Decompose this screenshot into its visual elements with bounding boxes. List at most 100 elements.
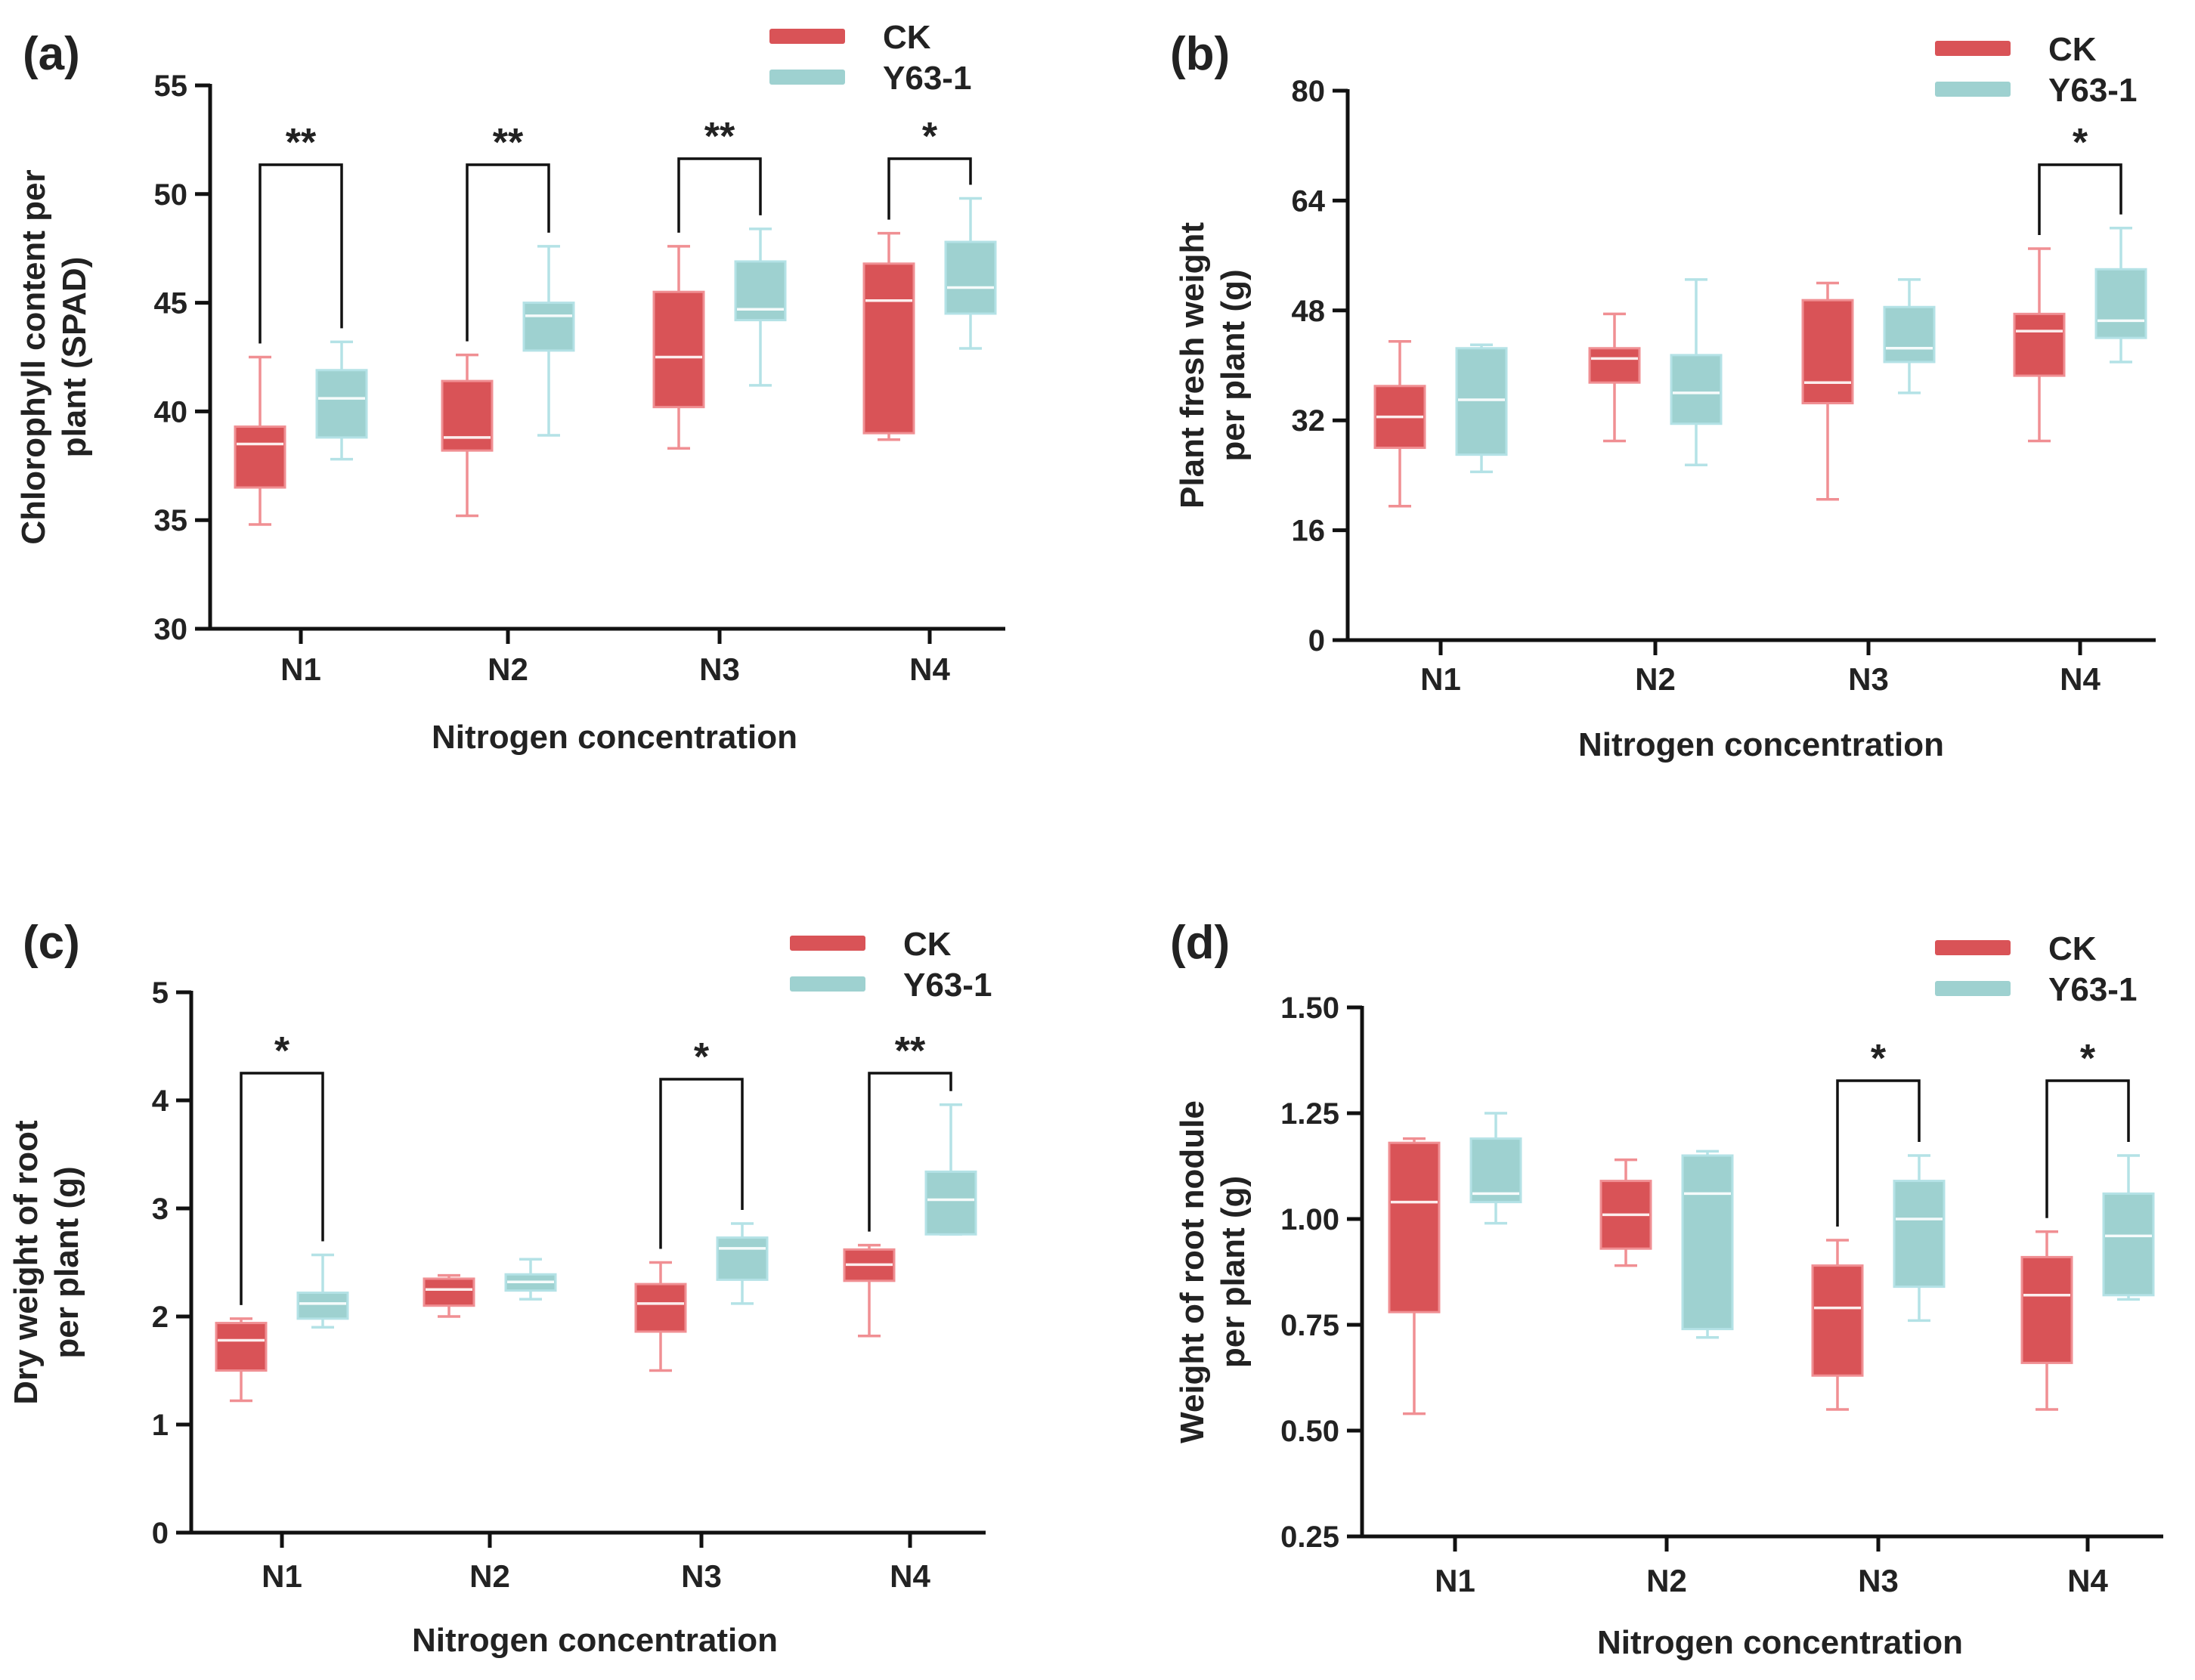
x-tick-label: N1 [1435,1563,1475,1598]
y-tick-label: 48 [1292,295,1326,328]
box-iqr [944,240,997,315]
box-iqr [1801,299,1854,404]
box-y63-1-n4 [2094,227,2147,364]
box-iqr [234,425,286,489]
box-iqr [1588,347,1641,384]
box-iqr [862,262,915,435]
x-tick-label: N2 [1635,661,1676,697]
box-y63-1-n1 [1469,1112,1522,1225]
x-tick-label: N4 [2060,661,2101,697]
y-tick-label: 35 [154,504,188,537]
y-axis-title-line: Chlorophyll content per [15,169,52,544]
y-tick-label: 5 [152,976,169,1010]
y-tick-label: 0 [152,1517,169,1550]
legend-swatch-ck [790,936,865,951]
y-tick-label: 55 [154,70,188,103]
chart-panel-c: (c) 0 1 2 3 4 5 N1 N2 N3 N4 Nitrogen concentration D… [8,917,992,1659]
significance-label: * [2080,1037,2096,1081]
box-iqr [441,379,494,452]
significance-bracket [659,1078,744,1249]
box-iqr [1670,354,1723,425]
y-tick-label: 1.00 [1280,1203,1339,1236]
legend-label: CK [2048,31,2097,68]
y-tick-label: 2 [152,1301,169,1334]
y-tick-label: 45 [154,287,188,320]
significance-label: ** [493,121,524,165]
y-axis-title-line: per plant (g) [48,1166,85,1358]
y-tick-label: 64 [1292,184,1326,218]
y-tick-label: 50 [154,178,188,212]
significance-bracket [240,1072,324,1305]
legend-swatch-y63-1 [790,976,865,992]
significance-label: * [694,1035,710,1079]
box-ck-n2 [441,353,494,518]
box-y63-1-n3 [1883,278,1936,394]
significance-label: * [2073,121,2088,165]
significance-bracket [2045,1079,2130,1218]
box-ck-n1 [1373,339,1426,508]
x-tick-label: N4 [890,1558,930,1594]
significance-bracket [259,163,343,344]
chart-panel-d: (d) 0.25 0.50 0.75 1.00 1.25 1.50 N1 N2 N3 N4 Nitro… [1170,917,2163,1661]
box-iqr [296,1292,349,1320]
y-tick-label: 0.50 [1280,1415,1339,1448]
panel-label: (d) [1170,917,1230,969]
legend-swatch-ck [1935,940,2011,955]
x-tick-label: N2 [1646,1563,1687,1598]
legend-swatch-ck [1935,41,2011,56]
box-ck-n2 [423,1273,475,1318]
box-y63-1-n3 [734,227,787,387]
box-ck-n4 [862,231,915,441]
significance-label: ** [704,115,735,159]
box-y63-1-n4 [924,1103,977,1236]
box-y63-1-n2 [522,245,575,437]
box-iqr [423,1277,475,1307]
box-iqr [652,290,705,409]
significance-bracket [677,157,762,233]
box-ck-n3 [652,245,705,450]
legend-label: Y63-1 [903,967,992,1004]
y-axis-title-line: per plant (g) [1215,269,1252,461]
box-y63-1-n1 [1455,343,1508,474]
y-tick-label: 16 [1292,515,1326,548]
box-iqr [1811,1264,1864,1377]
significance-bracket [868,1072,952,1232]
box-ck-n1 [234,355,286,526]
box-ck-n4 [843,1243,896,1338]
y-tick-label: 3 [152,1193,169,1226]
box-y63-1-n1 [296,1253,349,1329]
box-y63-1-n3 [1893,1154,1946,1323]
legend-label: Y63-1 [2048,72,2137,109]
significance-bracket [466,163,550,342]
box-ck-n2 [1599,1158,1652,1267]
panel-label: (a) [23,28,80,80]
legend-swatch-y63-1 [1935,82,2011,97]
significance-label: * [922,115,938,159]
box-y63-1-n4 [944,196,997,350]
legend: CK Y63-1 [769,19,971,97]
legend-label: CK [2048,930,2097,967]
box-ck-n2 [1588,312,1641,443]
y-axis-title: Dry weight of root per plant (g) [8,1120,85,1405]
legend: CK Y63-1 [1935,31,2137,109]
legend-swatch-y63-1 [769,70,845,85]
box-iqr [716,1236,769,1281]
legend-swatch-y63-1 [1935,981,2011,996]
y-tick-label: 0 [1308,624,1325,657]
box-y63-1-n2 [1681,1149,1734,1339]
y-tick-label: 30 [154,613,188,646]
box-iqr [924,1170,977,1236]
x-axis-title: Nitrogen concentration [412,1622,778,1659]
y-tick-label: 1.25 [1280,1097,1339,1131]
box-iqr [1469,1137,1522,1204]
panel-label: (c) [23,917,80,969]
y-tick-label: 1 [152,1409,169,1442]
box-iqr [1455,347,1508,456]
y-tick-label: 1.50 [1280,992,1339,1025]
box-iqr [1681,1154,1734,1331]
x-tick-label: N4 [909,651,950,687]
x-tick-label: N3 [681,1558,722,1594]
x-tick-label: N1 [1420,661,1461,697]
box-ck-n3 [634,1261,687,1372]
y-tick-label: 32 [1292,404,1326,438]
